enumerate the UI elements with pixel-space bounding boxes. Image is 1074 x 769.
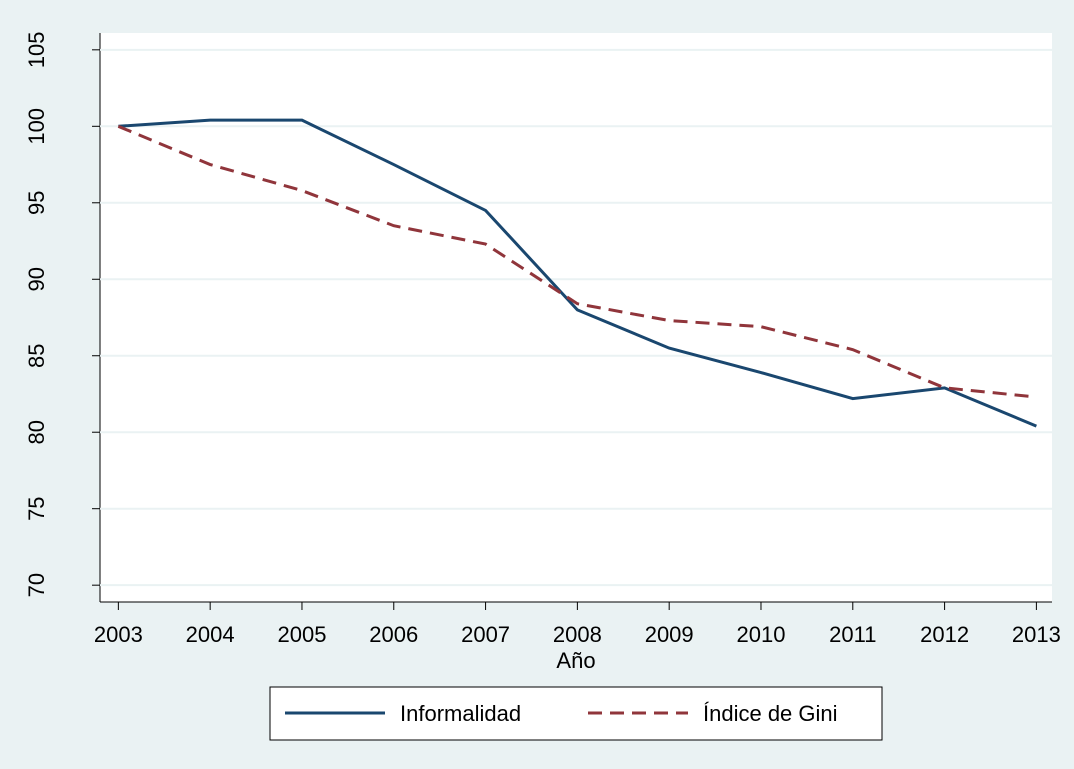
y-tick-label: 85 bbox=[24, 343, 49, 367]
legend-label: Informalidad bbox=[400, 701, 521, 726]
x-tick-label: 2010 bbox=[737, 622, 786, 647]
y-tick-label: 80 bbox=[24, 420, 49, 444]
y-tick-label: 105 bbox=[24, 31, 49, 68]
plot-area bbox=[100, 33, 1052, 602]
x-tick-label: 2007 bbox=[461, 622, 510, 647]
y-tick-label: 90 bbox=[24, 267, 49, 291]
series-line bbox=[118, 118, 1037, 428]
x-tick-label: 2004 bbox=[186, 622, 235, 647]
x-tick-label: 2005 bbox=[277, 622, 326, 647]
legend-box bbox=[269, 686, 883, 741]
x-tick-label: 2009 bbox=[645, 622, 694, 647]
x-axis-label: Año bbox=[556, 648, 595, 673]
series-line bbox=[117, 124, 1037, 399]
legend-label: Índice de Gini bbox=[703, 701, 838, 726]
x-tick-label: 2012 bbox=[920, 622, 969, 647]
y-tick-label: 95 bbox=[24, 191, 49, 215]
y-tick-label: 100 bbox=[24, 108, 49, 145]
x-tick-label: 2013 bbox=[1012, 622, 1061, 647]
x-tick-label: 2011 bbox=[829, 622, 876, 647]
x-tick-label: 2003 bbox=[94, 622, 143, 647]
y-tick-label: 75 bbox=[24, 496, 49, 520]
x-tick-label: 2008 bbox=[553, 622, 602, 647]
y-tick-label: 70 bbox=[24, 573, 49, 597]
x-tick-label: 2006 bbox=[369, 622, 418, 647]
